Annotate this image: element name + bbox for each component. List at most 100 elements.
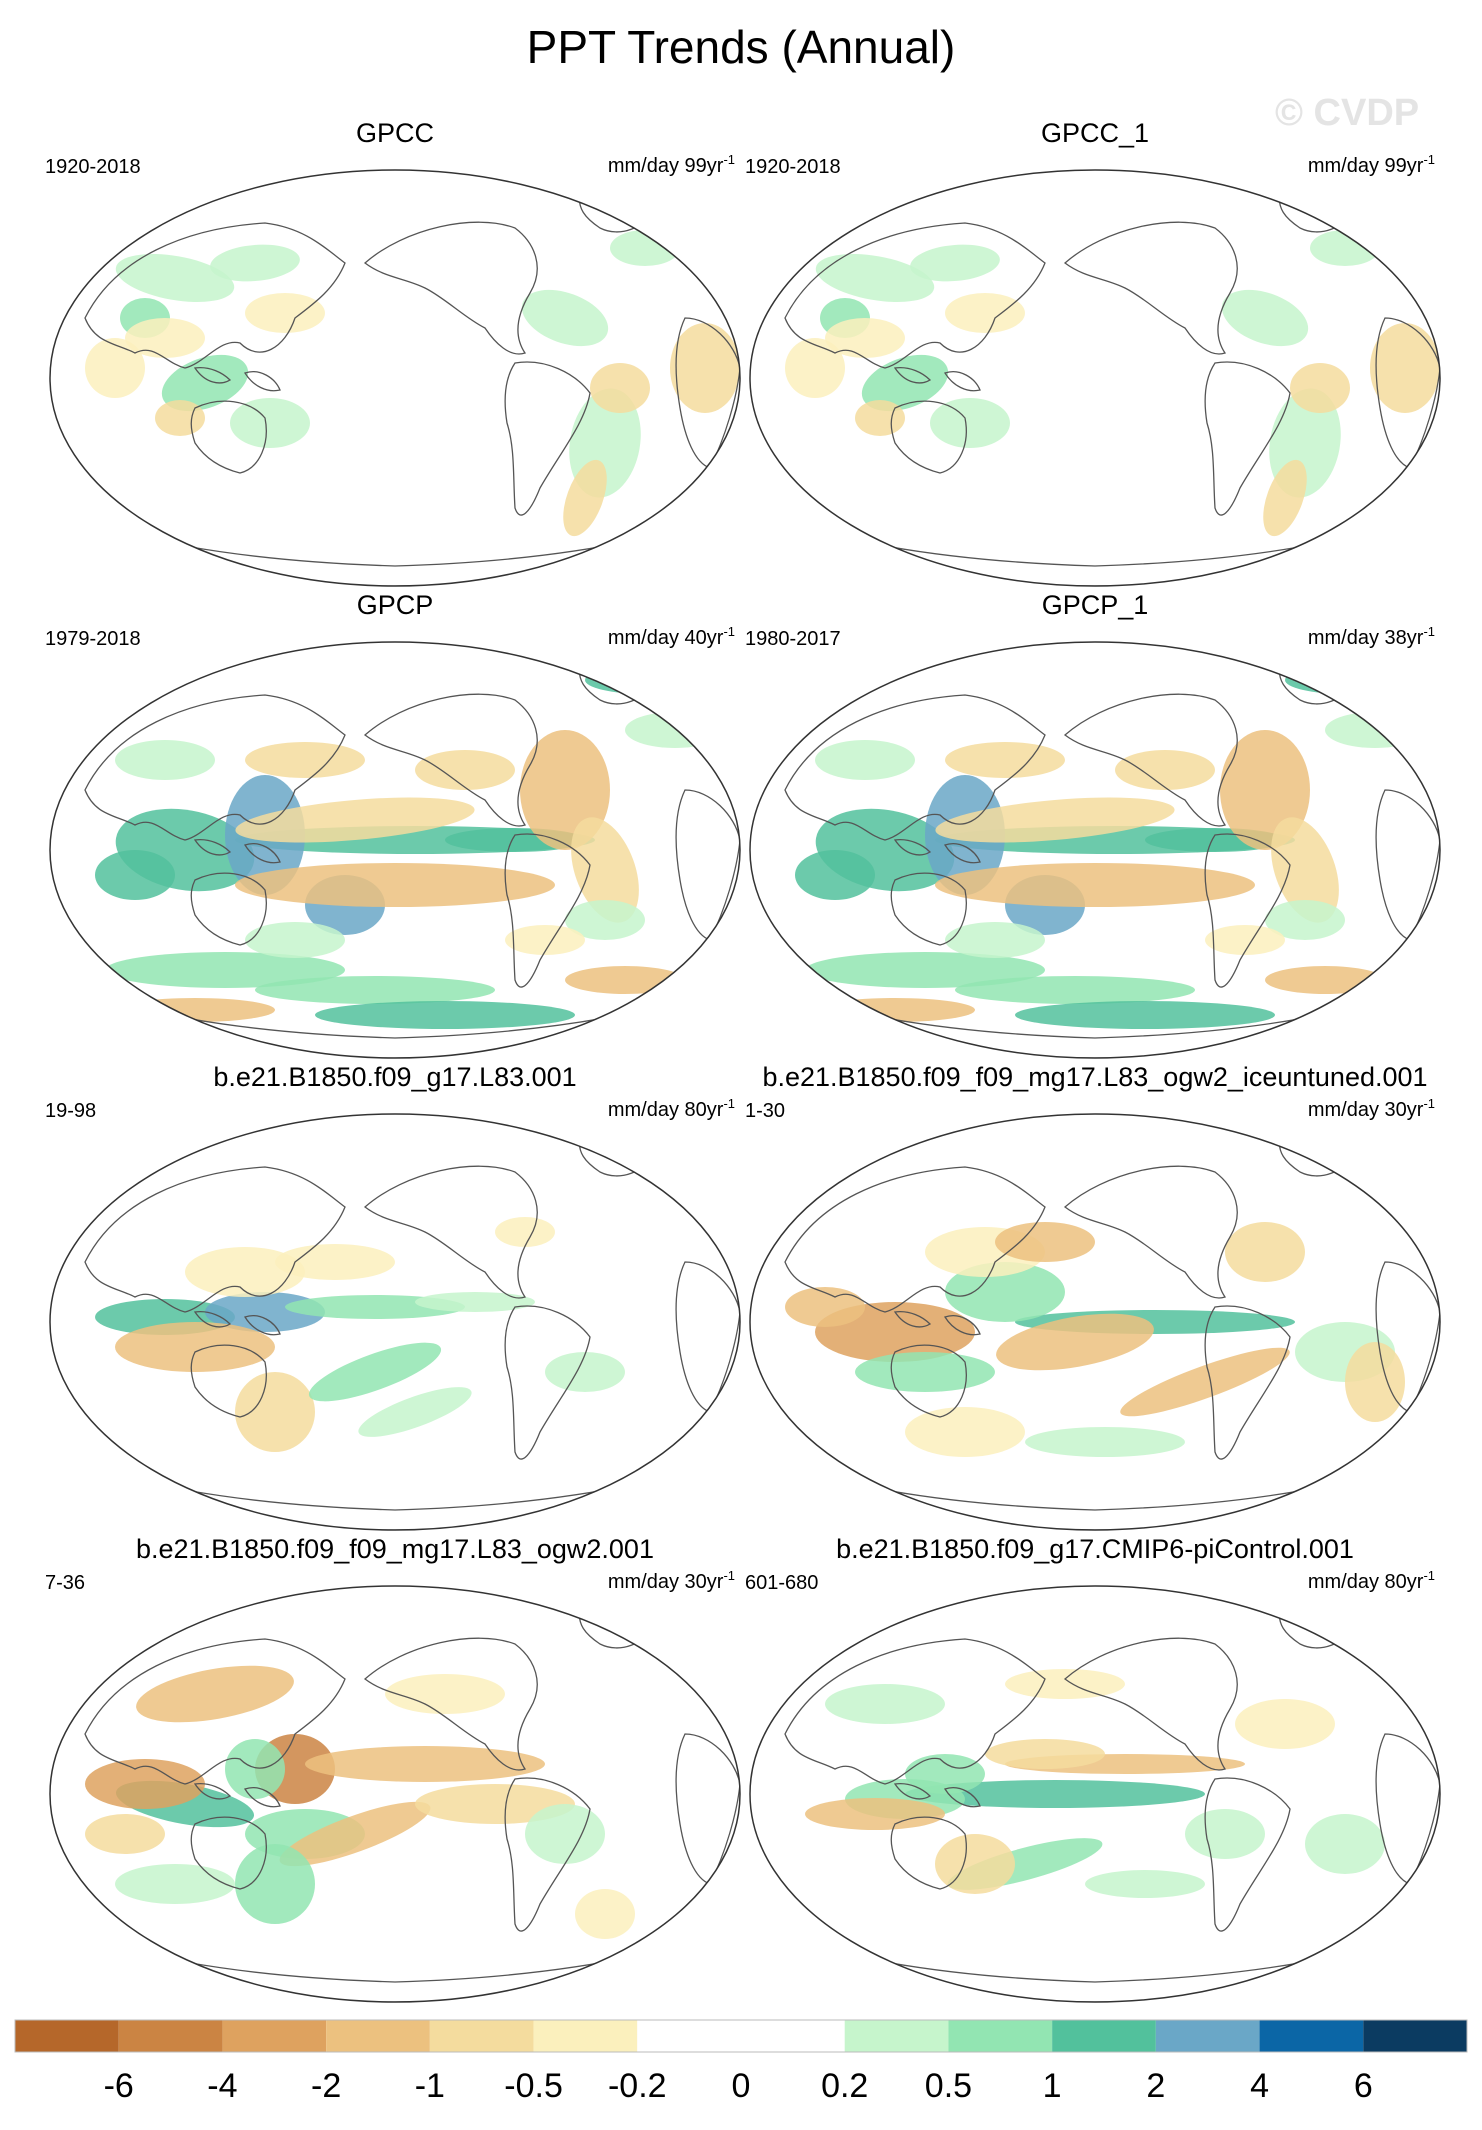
coastline xyxy=(244,371,281,392)
trend-shading xyxy=(805,952,1045,988)
coastline xyxy=(944,1315,981,1336)
units-exponent: -1 xyxy=(1423,1568,1435,1583)
map-panel: b.e21.B1850.f09_g17.CMIP6-piControl.001 6… xyxy=(745,1534,1445,2004)
colorbar-label: -4 xyxy=(207,2067,237,2105)
map-border xyxy=(49,169,741,587)
units-text: mm/day 99yr xyxy=(607,155,724,177)
trend-shading xyxy=(415,1784,575,1824)
panel-title: GPCC xyxy=(355,118,434,148)
colorbar-box xyxy=(15,2020,119,2052)
trend-shading xyxy=(315,1001,575,1029)
trend-shading xyxy=(855,1352,995,1392)
trend-shading xyxy=(525,1804,605,1864)
world-map xyxy=(749,1585,1441,2003)
map-border xyxy=(49,641,741,1059)
coastline xyxy=(890,872,967,946)
map-panel: GPCC 1920-2018 mm/day 99yr-1 xyxy=(45,118,745,588)
trend-shading xyxy=(1205,925,1285,955)
trend-shading xyxy=(1005,1669,1125,1699)
trend-shading xyxy=(910,244,1000,282)
trend-shading xyxy=(785,1287,865,1327)
trend-shading xyxy=(945,293,1025,333)
world-map xyxy=(749,641,1441,1059)
trend-shading xyxy=(245,742,365,778)
map-panel: GPCC_1 1920-2018 mm/day 99yr-1 xyxy=(745,118,1445,588)
trend-shading xyxy=(905,1407,1025,1457)
coastline xyxy=(84,1166,346,1313)
trend-shading xyxy=(935,1834,1015,1894)
trend-shading xyxy=(905,1754,985,1794)
trend-shading xyxy=(125,318,205,358)
panel-period: 19-98 xyxy=(45,1100,97,1122)
units-exponent: -1 xyxy=(723,152,735,167)
trend-shading xyxy=(815,740,915,780)
trend-shading xyxy=(415,750,515,790)
coastline xyxy=(190,1344,267,1418)
coastline xyxy=(193,1783,232,1800)
units-text: mm/day 30yr xyxy=(1307,1099,1424,1121)
coastline xyxy=(1204,1777,1291,1932)
trend-shading xyxy=(225,1739,285,1799)
units-text: mm/day 80yr xyxy=(607,1099,724,1121)
colorbar-box xyxy=(637,2020,741,2052)
coastline xyxy=(944,371,981,392)
panel-units: mm/day 80yr-1 xyxy=(608,1096,735,1122)
units-exponent: -1 xyxy=(1423,1096,1435,1111)
trend-shading xyxy=(255,976,495,1004)
units-text: mm/day 38yr xyxy=(1307,627,1424,649)
panel-period: 1980-2017 xyxy=(745,628,841,650)
colorbar-box xyxy=(533,2020,638,2052)
trend-shading xyxy=(945,1262,1065,1322)
map-panel: b.e21.B1850.f09_g17.L83.001 19-98 mm/day 8… xyxy=(45,1062,745,1532)
coastline xyxy=(944,843,981,864)
panel-period: 1-30 xyxy=(745,1100,786,1122)
coastline xyxy=(1063,1637,1238,1771)
trend-shading xyxy=(155,400,205,436)
trend-shading xyxy=(585,666,705,694)
trend-shading xyxy=(930,398,1010,448)
colorbar-box xyxy=(1363,2020,1467,2052)
trend-shading xyxy=(1263,459,1307,537)
trend-shading xyxy=(565,900,645,940)
trend-shading xyxy=(105,952,345,988)
coastline xyxy=(84,222,346,369)
trend-shading xyxy=(521,289,609,347)
trend-shading xyxy=(1025,1427,1185,1457)
coastline xyxy=(784,222,1046,369)
coastline xyxy=(784,1638,1046,1785)
coastline xyxy=(190,1816,267,1890)
trend-shading xyxy=(1271,817,1339,923)
panel-title: GPCP_1 xyxy=(1041,590,1149,620)
panel-title: GPCP xyxy=(356,590,434,620)
panel-title: b.e21.B1850.f09_g17.L83.001 xyxy=(213,1062,577,1092)
panel-period: 1920-2018 xyxy=(45,156,141,178)
map-panel: b.e21.B1850.f09_f09_mg17.L83_ogw2_iceunt… xyxy=(745,1062,1445,1532)
colorbar-label: -0.2 xyxy=(608,2067,667,2105)
coastline xyxy=(893,367,932,384)
coastline xyxy=(890,1816,967,1890)
trend-shading xyxy=(235,1372,315,1452)
coastline xyxy=(890,400,967,474)
panel-period: 7-36 xyxy=(45,1572,86,1594)
colorbar-box xyxy=(1259,2020,1364,2052)
coastline xyxy=(190,872,267,946)
trend-shading xyxy=(308,1342,442,1402)
trend-shading xyxy=(245,922,345,958)
colorbar-box xyxy=(948,2020,1053,2052)
units-exponent: -1 xyxy=(723,1568,735,1583)
trend-shading xyxy=(1290,363,1350,413)
coastline xyxy=(244,1787,281,1808)
colorbar-label: 4 xyxy=(1250,2067,1269,2105)
trend-shading xyxy=(1370,323,1440,413)
world-map xyxy=(49,1585,741,2003)
colorbar-label: 0 xyxy=(732,2067,751,2105)
panel-units: mm/day 99yr-1 xyxy=(608,152,735,178)
trend-shading xyxy=(1185,1809,1265,1859)
world-map xyxy=(49,641,741,1059)
trend-shading xyxy=(115,740,215,780)
trend-shading xyxy=(385,1674,505,1714)
world-map xyxy=(49,169,741,587)
colorbar: -6 -4 -2 -1 -0.5 -0.2 0 0.2 0.5 1 2 4 6 xyxy=(14,2019,1468,2105)
colorbar-box xyxy=(1052,2020,1156,2052)
trend-shading xyxy=(245,293,325,333)
